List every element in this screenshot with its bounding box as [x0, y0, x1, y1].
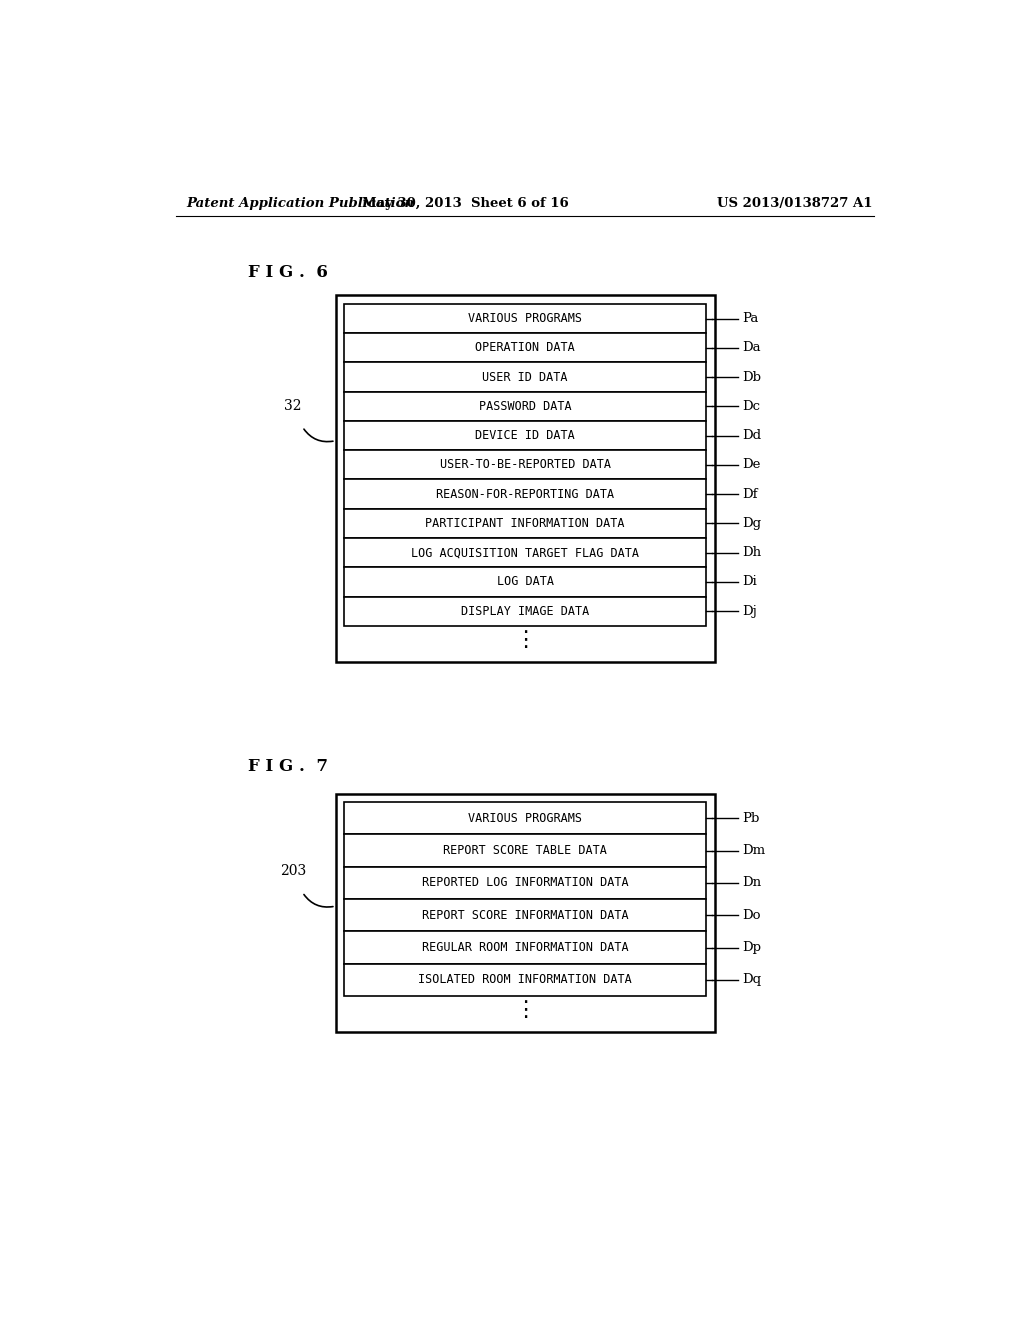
Text: PARTICIPANT INFORMATION DATA: PARTICIPANT INFORMATION DATA	[425, 517, 625, 529]
Bar	[344, 803, 707, 834]
Text: Dm: Dm	[742, 843, 766, 857]
Bar	[344, 363, 707, 392]
Bar	[344, 421, 707, 450]
Text: LOG DATA: LOG DATA	[497, 576, 554, 589]
Text: Dc: Dc	[742, 400, 761, 413]
Text: VARIOUS PROGRAMS: VARIOUS PROGRAMS	[468, 312, 583, 325]
Text: REGULAR ROOM INFORMATION DATA: REGULAR ROOM INFORMATION DATA	[422, 941, 629, 954]
Text: ISOLATED ROOM INFORMATION DATA: ISOLATED ROOM INFORMATION DATA	[419, 973, 632, 986]
Bar	[344, 479, 707, 508]
Bar	[344, 932, 707, 964]
Text: Do: Do	[742, 908, 761, 921]
Text: F I G .  7: F I G . 7	[248, 758, 328, 775]
Text: Dj: Dj	[742, 605, 758, 618]
Bar	[344, 508, 707, 539]
Text: LOG ACQUISITION TARGET FLAG DATA: LOG ACQUISITION TARGET FLAG DATA	[412, 546, 639, 560]
Text: Db: Db	[742, 371, 762, 384]
Bar	[344, 568, 707, 597]
Text: PASSWORD DATA: PASSWORD DATA	[479, 400, 571, 413]
Text: Da: Da	[742, 342, 761, 354]
Text: 32: 32	[285, 399, 302, 413]
Text: REPORT SCORE INFORMATION DATA: REPORT SCORE INFORMATION DATA	[422, 908, 629, 921]
Text: Dg: Dg	[742, 517, 762, 529]
Text: Dn: Dn	[742, 876, 762, 890]
Text: 203: 203	[280, 865, 306, 878]
Text: US 2013/0138727 A1: US 2013/0138727 A1	[717, 197, 872, 210]
Bar	[344, 964, 707, 997]
Text: Dh: Dh	[742, 546, 762, 560]
Text: De: De	[742, 458, 761, 471]
Bar	[344, 304, 707, 333]
Bar	[344, 333, 707, 363]
Text: F I G .  6: F I G . 6	[248, 264, 328, 281]
Bar	[344, 450, 707, 479]
Text: Pb: Pb	[742, 812, 760, 825]
Bar	[336, 296, 715, 663]
Text: USER-TO-BE-REPORTED DATA: USER-TO-BE-REPORTED DATA	[439, 458, 610, 471]
Text: Patent Application Publication: Patent Application Publication	[186, 197, 415, 210]
Text: REASON-FOR-REPORTING DATA: REASON-FOR-REPORTING DATA	[436, 487, 614, 500]
Text: Dp: Dp	[742, 941, 762, 954]
Text: VARIOUS PROGRAMS: VARIOUS PROGRAMS	[468, 812, 583, 825]
Text: USER ID DATA: USER ID DATA	[482, 371, 568, 384]
Text: May 30, 2013  Sheet 6 of 16: May 30, 2013 Sheet 6 of 16	[361, 197, 568, 210]
Bar	[344, 392, 707, 421]
Text: Pa: Pa	[742, 312, 759, 325]
Text: Dq: Dq	[742, 973, 762, 986]
Text: Dd: Dd	[742, 429, 762, 442]
Bar	[344, 834, 707, 867]
Text: ⋮: ⋮	[514, 1001, 537, 1020]
Bar	[336, 793, 715, 1032]
Bar	[344, 539, 707, 568]
Bar	[344, 867, 707, 899]
Text: OPERATION DATA: OPERATION DATA	[475, 342, 575, 354]
Text: DISPLAY IMAGE DATA: DISPLAY IMAGE DATA	[461, 605, 590, 618]
Text: DEVICE ID DATA: DEVICE ID DATA	[475, 429, 575, 442]
Text: Di: Di	[742, 576, 758, 589]
Bar	[344, 597, 707, 626]
Text: ⋮: ⋮	[514, 630, 537, 649]
Text: REPORTED LOG INFORMATION DATA: REPORTED LOG INFORMATION DATA	[422, 876, 629, 890]
Text: Df: Df	[742, 487, 758, 500]
Bar	[344, 899, 707, 932]
Text: REPORT SCORE TABLE DATA: REPORT SCORE TABLE DATA	[443, 843, 607, 857]
